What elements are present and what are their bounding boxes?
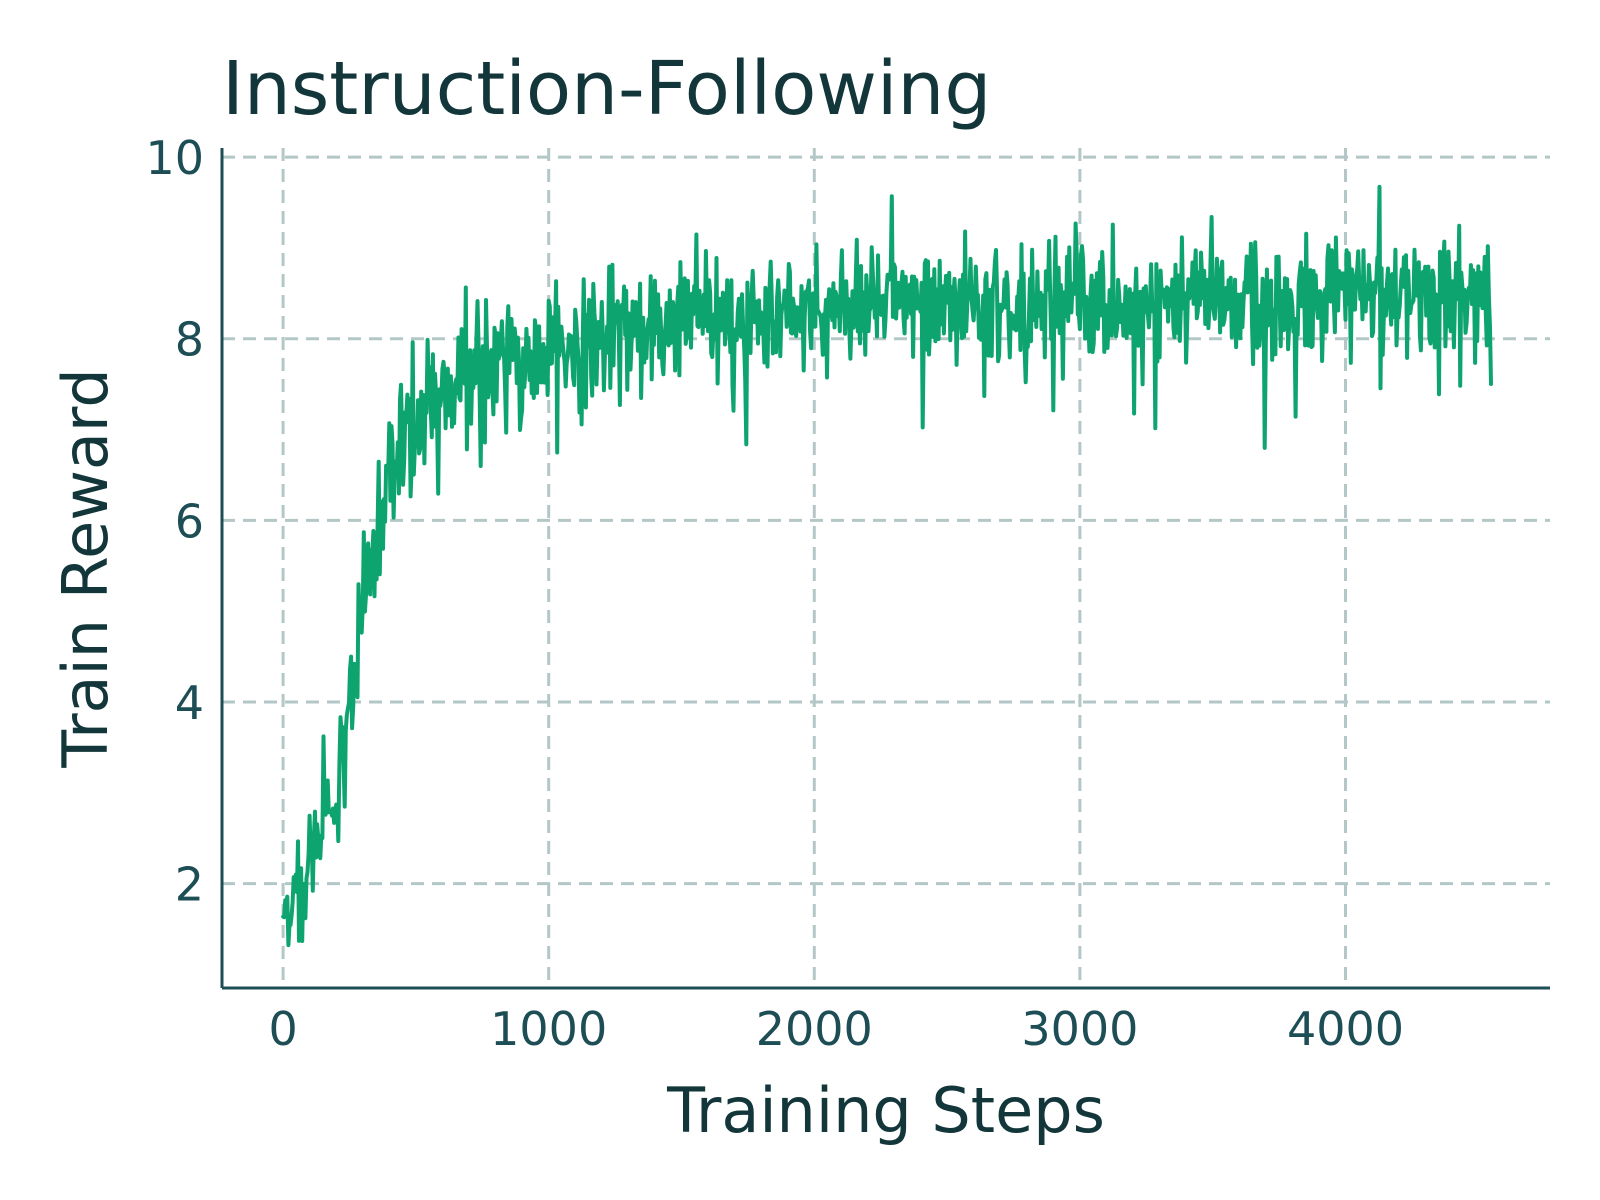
- y-tick-label: 8: [175, 313, 204, 367]
- y-axis-label: Train Reward: [49, 368, 122, 768]
- x-tick-label: 2000: [756, 1002, 873, 1056]
- series-layer: [281, 184, 1493, 948]
- x-tick-label: 3000: [1021, 1002, 1138, 1056]
- y-tick-label: 4: [175, 676, 204, 730]
- y-tick-label: 2: [175, 858, 204, 912]
- y-ticks: 2 4 6 8 10: [145, 131, 204, 911]
- x-tick-label: 0: [268, 1002, 297, 1056]
- x-tick-label: 1000: [490, 1002, 607, 1056]
- series-line: [281, 184, 1493, 948]
- x-tick-label: 4000: [1287, 1002, 1404, 1056]
- gridlines: [222, 148, 1550, 988]
- x-ticks: 0 1000 2000 3000 4000: [268, 1002, 1404, 1056]
- y-tick-label: 10: [145, 131, 204, 185]
- axes: [220, 148, 1550, 990]
- x-axis-label: Training Steps: [666, 1074, 1105, 1147]
- y-tick-label: 6: [175, 494, 204, 548]
- chart-title: Instruction-Following: [222, 46, 991, 132]
